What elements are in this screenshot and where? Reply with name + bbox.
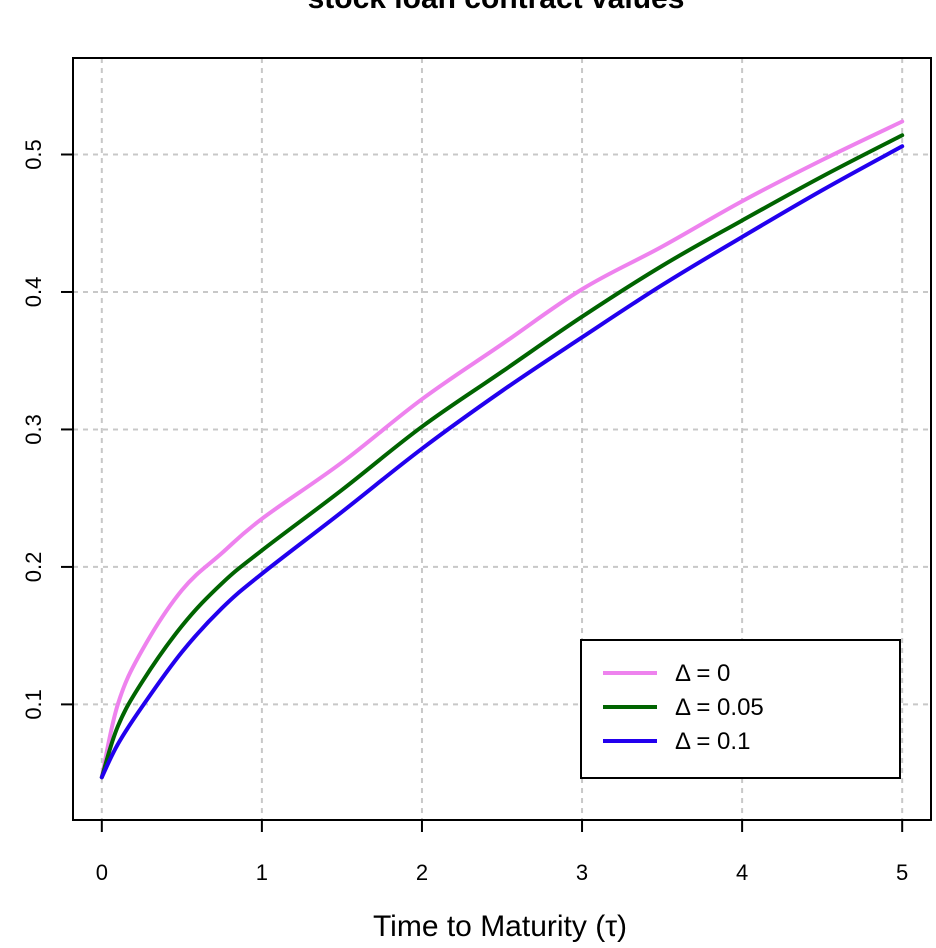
x-tick-label: 2 <box>416 860 428 885</box>
x-axis-label: Time to Maturity (τ) <box>373 910 627 943</box>
x-tick-label: 3 <box>576 860 588 885</box>
x-tick-label: 4 <box>736 860 748 885</box>
chart-title: stock loan contract values <box>308 0 685 15</box>
legend-label-2: Δ = 0.05 <box>675 694 764 721</box>
y-tick-label: 0.3 <box>21 414 46 445</box>
x-tick-label: 0 <box>96 860 108 885</box>
series-line-3 <box>99 144 905 780</box>
y-tick-label: 0.2 <box>21 552 46 583</box>
axes <box>72 57 932 821</box>
series-line-2 <box>99 133 905 780</box>
legend-label-1: Δ = 0 <box>675 660 730 687</box>
series-line-1 <box>99 119 905 780</box>
series-lines <box>99 119 905 780</box>
x-tick-label: 5 <box>896 860 908 885</box>
y-tick-label: 0.1 <box>21 689 46 720</box>
x-tick-label: 1 <box>256 860 268 885</box>
legend-label-3: Δ = 0.1 <box>675 728 750 755</box>
legend: Δ = 0 Δ = 0.05 Δ = 0.1 <box>580 639 901 779</box>
y-tick-label: 0.5 <box>21 139 46 170</box>
plot-frame <box>72 57 932 821</box>
y-tick-label: 0.4 <box>21 277 46 308</box>
tick-labels: 0 1 2 3 4 5 0.1 0.2 0.3 0.4 0.5 <box>21 139 908 885</box>
